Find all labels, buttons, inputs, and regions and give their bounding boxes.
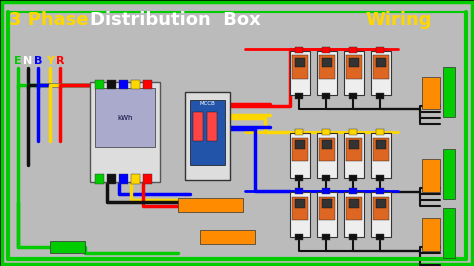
Bar	[373, 138, 389, 161]
Bar	[322, 130, 330, 135]
Bar	[443, 208, 455, 258]
Bar	[295, 199, 305, 208]
Bar	[143, 174, 152, 184]
Bar	[50, 241, 85, 253]
Bar	[349, 58, 359, 67]
Bar	[95, 88, 155, 147]
Bar	[292, 138, 308, 161]
Bar	[290, 192, 310, 236]
Bar	[422, 218, 440, 251]
Bar	[319, 138, 335, 161]
Bar	[295, 93, 303, 99]
Bar	[95, 80, 104, 89]
Bar	[346, 55, 362, 79]
Bar	[322, 234, 330, 240]
Bar	[422, 77, 440, 110]
Bar	[344, 133, 364, 178]
Text: Wiring: Wiring	[365, 11, 431, 29]
Bar	[376, 47, 384, 53]
Bar	[349, 199, 359, 208]
Bar	[443, 67, 455, 117]
Bar	[376, 175, 384, 181]
Bar	[322, 199, 332, 208]
Bar	[349, 188, 357, 194]
Text: kWh: kWh	[117, 115, 133, 121]
Text: MCCB: MCCB	[199, 101, 215, 106]
Bar	[119, 174, 128, 184]
Bar	[185, 92, 230, 180]
Bar	[317, 192, 337, 236]
Text: E: E	[14, 56, 22, 66]
Bar	[143, 80, 152, 89]
Text: R: R	[56, 56, 64, 66]
Bar	[317, 133, 337, 178]
Bar	[200, 230, 255, 244]
Bar	[295, 140, 305, 149]
Bar	[322, 175, 330, 181]
Bar	[371, 192, 391, 236]
Bar	[344, 51, 364, 95]
Bar	[317, 51, 337, 95]
Bar	[295, 58, 305, 67]
Bar	[178, 198, 243, 212]
Bar	[371, 51, 391, 95]
Bar	[295, 188, 303, 194]
Bar	[346, 197, 362, 220]
Bar	[131, 80, 140, 89]
Bar	[349, 47, 357, 53]
Bar	[319, 197, 335, 220]
Bar	[292, 197, 308, 220]
Bar	[295, 130, 303, 135]
Bar	[322, 93, 330, 99]
Bar	[422, 159, 440, 192]
Bar	[322, 140, 332, 149]
Bar	[131, 174, 140, 184]
Bar	[373, 55, 389, 79]
Bar	[376, 140, 386, 149]
Bar	[295, 47, 303, 53]
Bar	[190, 100, 225, 165]
Bar	[376, 130, 384, 135]
Bar	[319, 55, 335, 79]
Bar	[376, 188, 384, 194]
Bar	[376, 234, 384, 240]
Bar	[349, 234, 357, 240]
Bar	[292, 55, 308, 79]
Bar	[443, 149, 455, 199]
Text: Distribution  Box: Distribution Box	[90, 11, 261, 29]
Bar	[349, 93, 357, 99]
Bar	[95, 174, 104, 184]
Bar	[322, 58, 332, 67]
Bar	[295, 234, 303, 240]
Bar	[349, 130, 357, 135]
Bar	[371, 133, 391, 178]
Bar	[207, 112, 217, 141]
Bar	[346, 138, 362, 161]
Bar	[90, 82, 160, 182]
Text: Y: Y	[46, 56, 54, 66]
Bar	[322, 188, 330, 194]
Text: N: N	[23, 56, 33, 66]
Bar	[295, 175, 303, 181]
Bar	[290, 51, 310, 95]
Bar	[376, 199, 386, 208]
Bar	[322, 47, 330, 53]
Bar	[349, 140, 359, 149]
Bar	[193, 112, 203, 141]
Bar	[119, 80, 128, 89]
Bar	[344, 192, 364, 236]
Bar	[107, 80, 116, 89]
Bar	[376, 58, 386, 67]
Bar	[107, 174, 116, 184]
Bar	[376, 93, 384, 99]
Bar	[290, 133, 310, 178]
Text: 3 Phase: 3 Phase	[9, 11, 89, 29]
Text: B: B	[34, 56, 42, 66]
Bar	[349, 175, 357, 181]
Bar	[373, 197, 389, 220]
